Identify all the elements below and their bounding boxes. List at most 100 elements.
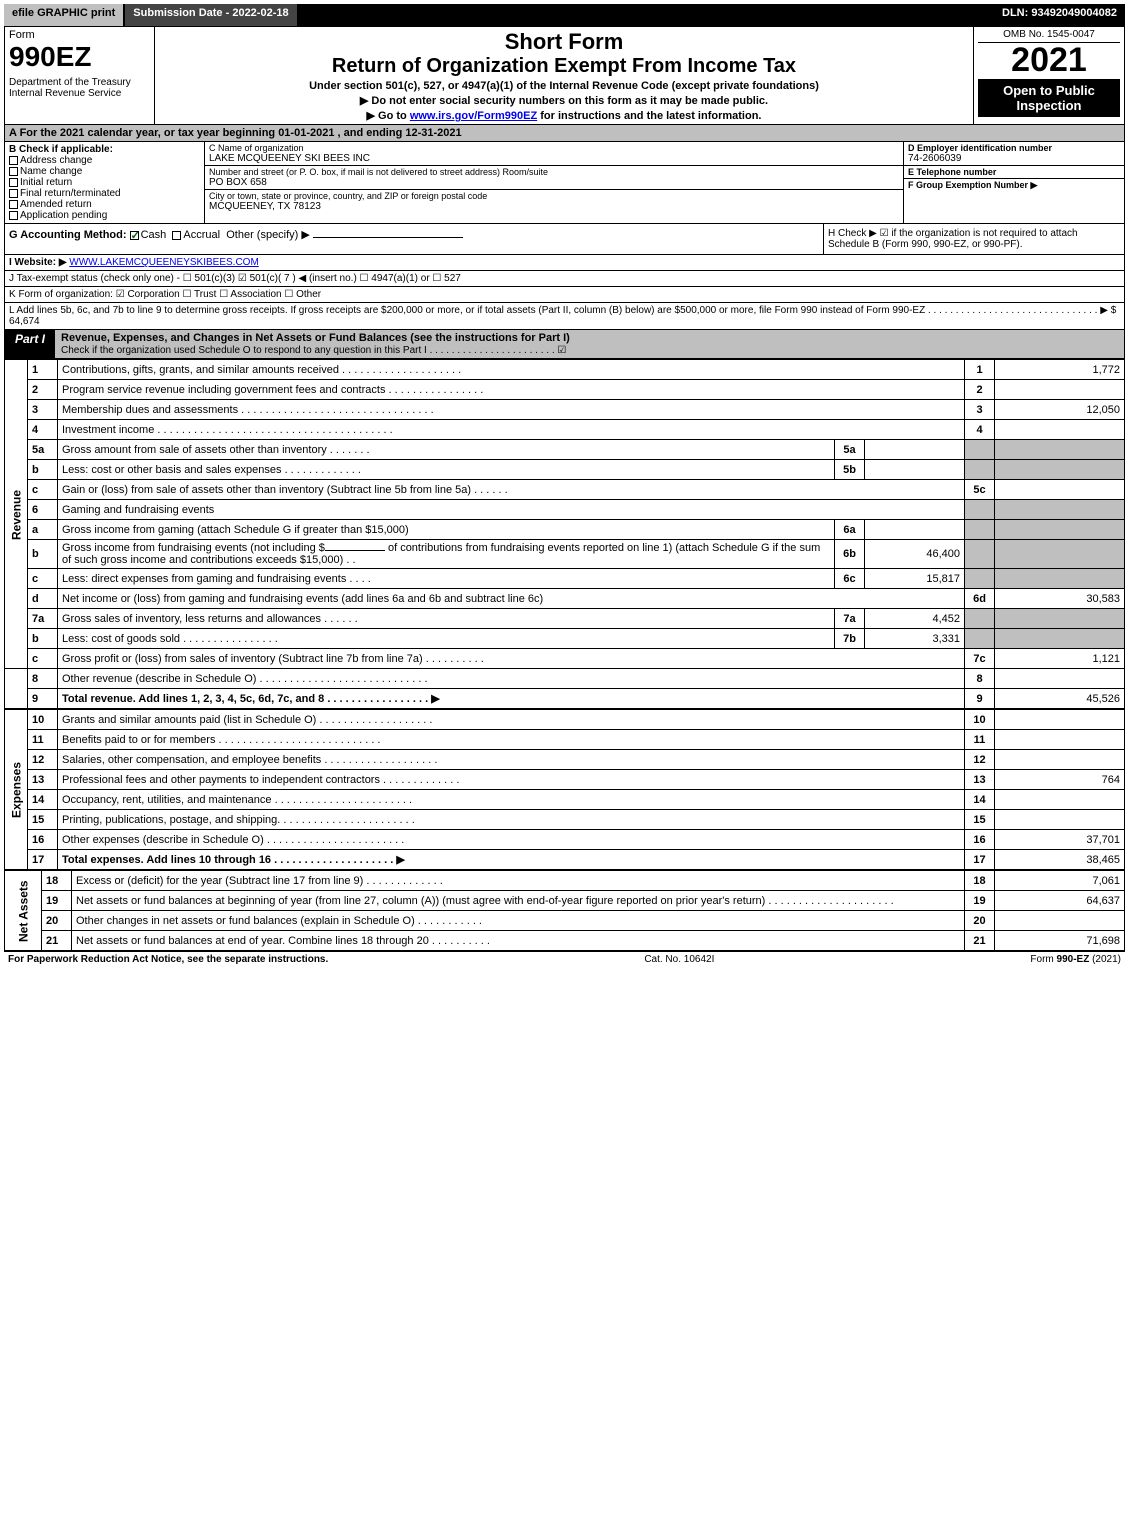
irs-link[interactable]: www.irs.gov/Form990EZ xyxy=(410,110,537,122)
opt-initial: Initial return xyxy=(20,177,72,188)
line6b-blank[interactable] xyxy=(325,550,385,551)
h-schedule-b: H Check ▶ ☑ if the organization is not r… xyxy=(824,224,1124,254)
opt-amended: Amended return xyxy=(20,199,92,210)
line18-desc: Excess or (deficit) for the year (Subtra… xyxy=(72,871,965,891)
opt-pending: Application pending xyxy=(20,210,107,221)
line6d-r: 6d xyxy=(965,589,995,609)
line16-desc: Other expenses (describe in Schedule O) … xyxy=(58,830,965,850)
part1-header: Part I Revenue, Expenses, and Changes in… xyxy=(4,330,1125,359)
line13-amt: 764 xyxy=(995,770,1125,790)
d-ein: 74-2606039 xyxy=(908,153,1120,164)
line8-amt xyxy=(995,669,1125,689)
cb-name-change[interactable] xyxy=(9,167,18,176)
line17-r: 17 xyxy=(965,850,995,870)
cb-amended-return[interactable] xyxy=(9,200,18,209)
line7a-sub: 7a xyxy=(835,609,865,629)
row-a: A For the 2021 calendar year, or tax yea… xyxy=(4,125,1125,142)
l-text: L Add lines 5b, 6c, and 7b to line 9 to … xyxy=(9,305,1116,316)
line15-r: 15 xyxy=(965,810,995,830)
line14-r: 14 xyxy=(965,790,995,810)
line10-num: 10 xyxy=(28,710,58,730)
line6b-sub: 6b xyxy=(835,540,865,569)
subdate-value: 2022-02-18 xyxy=(232,7,288,19)
line14-desc: Occupancy, rent, utilities, and maintena… xyxy=(58,790,965,810)
form-label: Form xyxy=(9,29,150,41)
line6c-desc: Less: direct expenses from gaming and fu… xyxy=(58,569,835,589)
line4-r: 4 xyxy=(965,420,995,440)
line6d-num: d xyxy=(28,589,58,609)
website-row: I Website: ▶ WWW.LAKEMCQUEENEYSKIBEES.CO… xyxy=(4,255,1125,271)
part1-title-text: Revenue, Expenses, and Changes in Net As… xyxy=(61,332,570,344)
line7c-num: c xyxy=(28,649,58,669)
department: Department of the Treasury Internal Reve… xyxy=(9,77,150,99)
line21-amt: 71,698 xyxy=(995,931,1125,951)
g-cash: Cash xyxy=(141,229,167,241)
line20-desc: Other changes in net assets or fund bala… xyxy=(72,911,965,931)
line6-desc: Gaming and fundraising events xyxy=(58,500,965,520)
submission-date-tab: Submission Date - 2022-02-18 xyxy=(125,4,298,26)
line15-num: 15 xyxy=(28,810,58,830)
line6c-num: c xyxy=(28,569,58,589)
line15-desc: Printing, publications, postage, and shi… xyxy=(58,810,965,830)
line5c-r: 5c xyxy=(965,480,995,500)
k-form-org: K Form of organization: ☑ Corporation ☐ … xyxy=(4,287,1125,303)
line7b-sub: 7b xyxy=(835,629,865,649)
line11-r: 11 xyxy=(965,730,995,750)
line6a-num: a xyxy=(28,520,58,540)
line7a-shade2 xyxy=(995,609,1125,629)
org-street: PO BOX 658 xyxy=(209,177,899,188)
line6b-shade1 xyxy=(965,540,995,569)
line5c-amt xyxy=(995,480,1125,500)
line11-desc: Benefits paid to or for members . . . . … xyxy=(58,730,965,750)
website-link[interactable]: WWW.LAKEMCQUEENEYSKIBEES.COM xyxy=(69,257,258,268)
dln-label: DLN: xyxy=(1002,7,1031,19)
line7c-amt: 1,121 xyxy=(995,649,1125,669)
line5a-shade2 xyxy=(995,440,1125,460)
cb-initial-return[interactable] xyxy=(9,178,18,187)
title-return: Return of Organization Exempt From Incom… xyxy=(159,55,969,78)
subdate-label: Submission Date - xyxy=(133,7,232,19)
line6-shade1 xyxy=(965,500,995,520)
d-ein-label: D Employer identification number xyxy=(908,143,1120,153)
line21-desc: Net assets or fund balances at end of ye… xyxy=(72,931,965,951)
block-bcd: B Check if applicable: Address change Na… xyxy=(4,142,1125,224)
line1-num: 1 xyxy=(28,360,58,380)
line6c-shade2 xyxy=(995,569,1125,589)
cb-final-return[interactable] xyxy=(9,189,18,198)
netassets-table: Net Assets 18 Excess or (deficit) for th… xyxy=(4,870,1125,951)
line6a-shade1 xyxy=(965,520,995,540)
form-header: Form 990EZ Department of the Treasury In… xyxy=(4,26,1125,125)
line9-num: 9 xyxy=(28,689,58,709)
line3-amt: 12,050 xyxy=(995,400,1125,420)
line15-amt xyxy=(995,810,1125,830)
line6b-desc: Gross income from fundraising events (no… xyxy=(58,540,835,569)
line13-desc: Professional fees and other payments to … xyxy=(58,770,965,790)
line8-num: 8 xyxy=(28,669,58,689)
line12-amt xyxy=(995,750,1125,770)
line6a-shade2 xyxy=(995,520,1125,540)
title-short-form: Short Form xyxy=(159,29,969,55)
g-accounting: G Accounting Method: Cash Accrual Other … xyxy=(5,224,824,254)
cb-application-pending[interactable] xyxy=(9,211,18,220)
line5a-sub: 5a xyxy=(835,440,865,460)
opt-name: Name change xyxy=(20,166,82,177)
org-city: MCQUEENEY, TX 78123 xyxy=(209,201,899,212)
g-other-input[interactable] xyxy=(313,237,463,238)
line2-desc: Program service revenue including govern… xyxy=(58,380,965,400)
line3-num: 3 xyxy=(28,400,58,420)
col-d: D Employer identification number 74-2606… xyxy=(904,142,1124,223)
line3-desc: Membership dues and assessments . . . . … xyxy=(58,400,965,420)
line2-num: 2 xyxy=(28,380,58,400)
line7a-shade1 xyxy=(965,609,995,629)
line2-amt xyxy=(995,380,1125,400)
line5a-desc: Gross amount from sale of assets other t… xyxy=(58,440,835,460)
cb-accrual[interactable] xyxy=(172,231,181,240)
line6c-shade1 xyxy=(965,569,995,589)
line6-shade2 xyxy=(995,500,1125,520)
line7a-num: 7a xyxy=(28,609,58,629)
line13-r: 13 xyxy=(965,770,995,790)
cb-address-change[interactable] xyxy=(9,156,18,165)
cb-cash[interactable] xyxy=(130,231,139,240)
line19-num: 19 xyxy=(42,891,72,911)
g-accrual: Accrual xyxy=(183,229,220,241)
